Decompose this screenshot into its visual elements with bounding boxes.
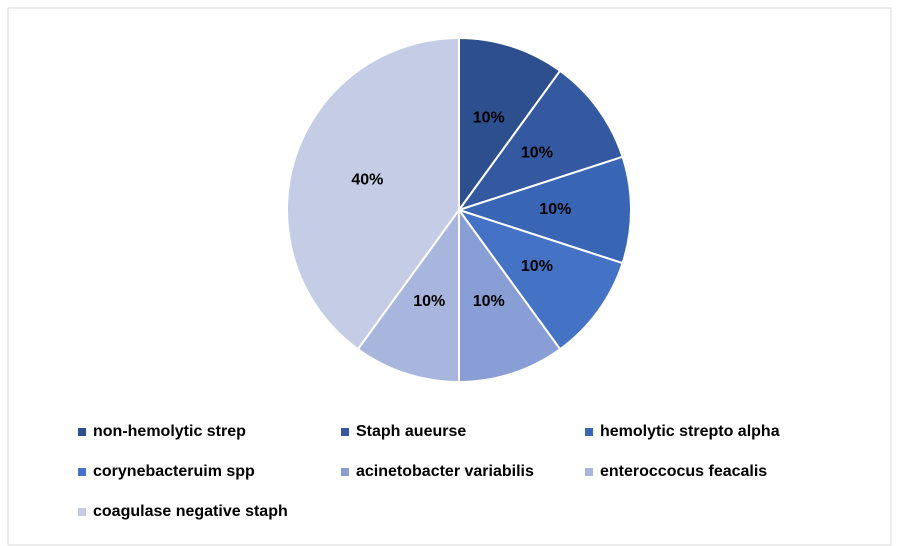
pie-slice: [458, 36, 562, 214]
data-label: 10%: [521, 258, 553, 275]
data-label: 10%: [473, 293, 505, 310]
legend-marker: [78, 468, 86, 476]
pie-slice: [286, 36, 460, 351]
legend-label: non-hemolytic strep: [93, 423, 246, 440]
data-label: 40%: [351, 171, 383, 188]
legend-marker: [78, 508, 86, 516]
pie-slice: [455, 155, 632, 265]
legend-label: enteroccocus feacalis: [600, 463, 767, 480]
pie-slice: [456, 69, 624, 212]
pie-slice: [356, 206, 460, 384]
data-label: 10%: [539, 201, 571, 218]
data-label: 10%: [413, 293, 445, 310]
legend-marker: [78, 428, 86, 436]
legend-label: Staph aueurse: [356, 423, 466, 440]
legend-label: coagulase negative staph: [93, 503, 288, 520]
legend-label: corynebacteruim spp: [93, 463, 255, 480]
pie-slice: [456, 208, 624, 351]
legend-label: hemolytic strepto alpha: [600, 423, 780, 440]
legend-marker: [341, 428, 349, 436]
legend-marker: [341, 468, 349, 476]
legend-label: acinetobacter variabilis: [356, 463, 534, 480]
data-label: 10%: [521, 145, 553, 162]
data-label: 10%: [473, 110, 505, 127]
legend-marker: [585, 468, 593, 476]
legend-marker: [585, 428, 593, 436]
pie-slice: [458, 206, 562, 384]
